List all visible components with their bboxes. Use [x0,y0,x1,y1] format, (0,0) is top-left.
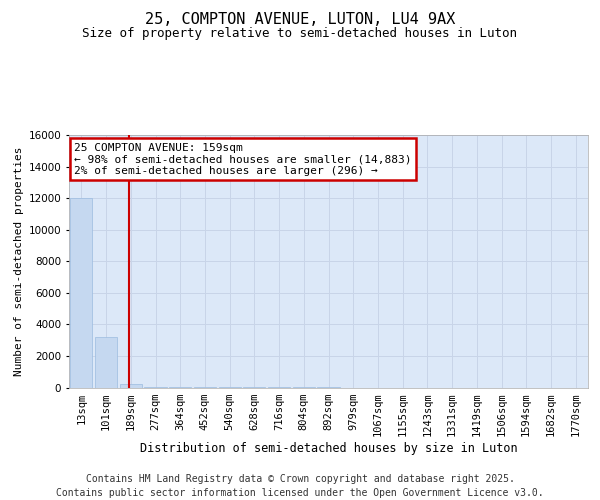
Text: Size of property relative to semi-detached houses in Luton: Size of property relative to semi-detach… [83,28,517,40]
Y-axis label: Number of semi-detached properties: Number of semi-detached properties [14,146,25,376]
X-axis label: Distribution of semi-detached houses by size in Luton: Distribution of semi-detached houses by … [140,442,517,454]
Bar [119,384,142,388]
Text: 25, COMPTON AVENUE, LUTON, LU4 9AX: 25, COMPTON AVENUE, LUTON, LU4 9AX [145,12,455,28]
Text: 25 COMPTON AVENUE: 159sqm
← 98% of semi-detached houses are smaller (14,883)
2% : 25 COMPTON AVENUE: 159sqm ← 98% of semi-… [74,142,412,176]
Text: Contains HM Land Registry data © Crown copyright and database right 2025.
Contai: Contains HM Land Registry data © Crown c… [56,474,544,498]
Bar [95,337,117,388]
Bar [70,198,92,388]
